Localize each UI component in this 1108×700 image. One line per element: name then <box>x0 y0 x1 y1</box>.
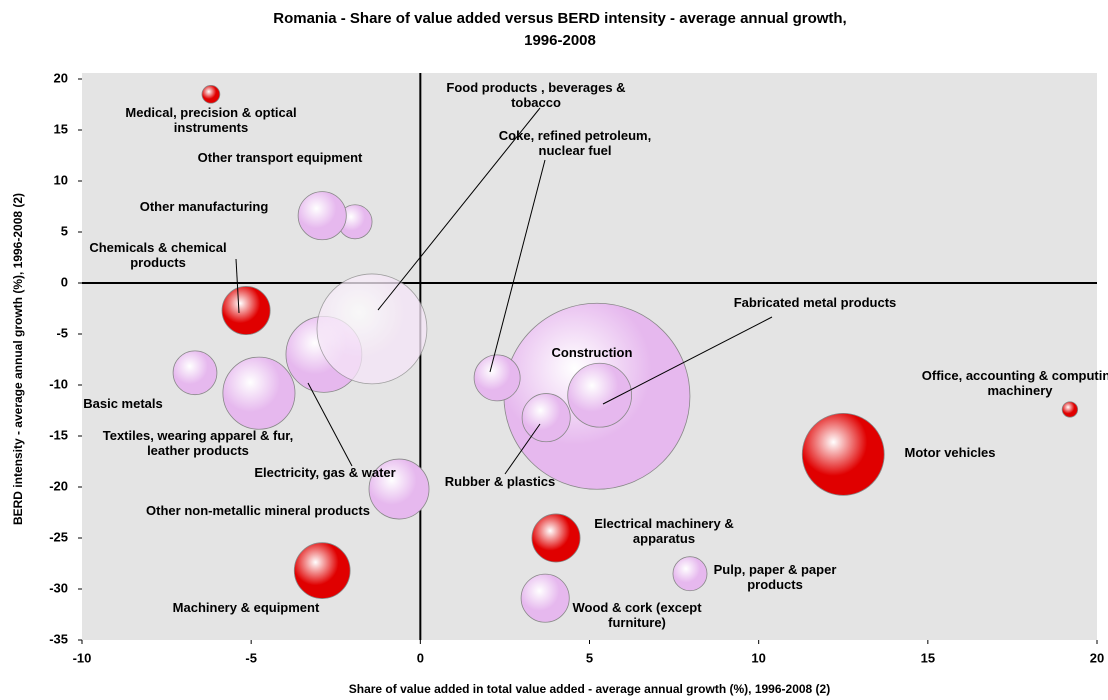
y-tick-label: 10 <box>54 172 68 187</box>
chart-title: Romania - Share of value added versus BE… <box>273 10 847 49</box>
bubble <box>221 286 271 336</box>
y-tick-label: 0 <box>61 274 68 289</box>
point-label: Fabricated metal products <box>733 295 897 310</box>
bubble <box>473 354 521 402</box>
point-label: Motor vehicles <box>904 445 996 460</box>
x-tick-label: 20 <box>1090 650 1104 665</box>
y-tick-label: 5 <box>61 223 68 238</box>
bubble <box>521 393 571 443</box>
x-tick-label: 15 <box>921 650 935 665</box>
point-label: Medical, precision & optical instruments <box>125 105 297 135</box>
point-label: Other transport equipment <box>197 150 363 165</box>
point-label: Construction <box>551 345 633 360</box>
x-tick-label: 5 <box>586 650 593 665</box>
x-tick-label: 0 <box>417 650 424 665</box>
bubble <box>801 412 885 496</box>
bubble <box>297 191 347 241</box>
bubble <box>222 356 296 430</box>
point-label: Office, accounting & computing machinery <box>921 368 1108 398</box>
y-tick-label: -25 <box>49 529 68 544</box>
bubble <box>520 573 570 623</box>
bubble <box>1061 401 1079 418</box>
bubble <box>316 273 428 385</box>
point-label: Coke, refined petroleum, nuclear fuel <box>498 128 652 158</box>
point-label: Other manufacturing <box>139 199 269 214</box>
point-label: Rubber & plastics <box>444 474 556 489</box>
x-axis-label: Share of value added in total value adde… <box>348 682 831 696</box>
y-tick-label: -20 <box>49 478 68 493</box>
leader-line <box>377 107 541 311</box>
leader-line <box>235 258 240 314</box>
point-label: Electrical machinery & apparatus <box>594 516 734 546</box>
point-label: Other non-metallic mineral products <box>146 503 370 518</box>
x-tick-label: 10 <box>751 650 765 665</box>
y-tick-label: -15 <box>49 427 68 442</box>
point-label: Textiles, wearing apparel & fur, leather… <box>102 428 294 458</box>
x-tick-label: -10 <box>73 650 92 665</box>
point-label: Pulp, paper & paper products <box>713 562 837 592</box>
bubble <box>172 350 218 396</box>
point-label: Electricity, gas & water <box>254 465 396 480</box>
y-axis-label: BERD intensity - average annual growth (… <box>11 192 25 526</box>
y-tick-label: 15 <box>54 121 68 136</box>
leader-line <box>504 423 541 475</box>
bubble <box>531 513 581 563</box>
bubble <box>368 458 430 520</box>
y-tick-label: -5 <box>56 325 68 340</box>
y-tick-label: -30 <box>49 580 68 595</box>
point-label: Basic metals <box>83 396 163 411</box>
leader-line <box>602 316 773 405</box>
y-tick-label: -10 <box>49 376 68 391</box>
leader-line <box>307 382 353 467</box>
point-label: Chemicals & chemical products <box>89 240 227 270</box>
point-label: Machinery & equipment <box>172 600 320 615</box>
bubble <box>672 556 708 592</box>
bubble <box>567 362 632 428</box>
bubble <box>293 542 351 599</box>
y-tick-label: 20 <box>54 70 68 85</box>
leader-line <box>489 159 546 373</box>
point-label: Food products , beverages & tobacco <box>446 80 626 110</box>
bubble <box>201 84 221 104</box>
point-label: Wood & cork (except furniture) <box>572 600 702 630</box>
x-tick-label: -5 <box>245 650 257 665</box>
y-tick-label: -35 <box>49 631 68 646</box>
